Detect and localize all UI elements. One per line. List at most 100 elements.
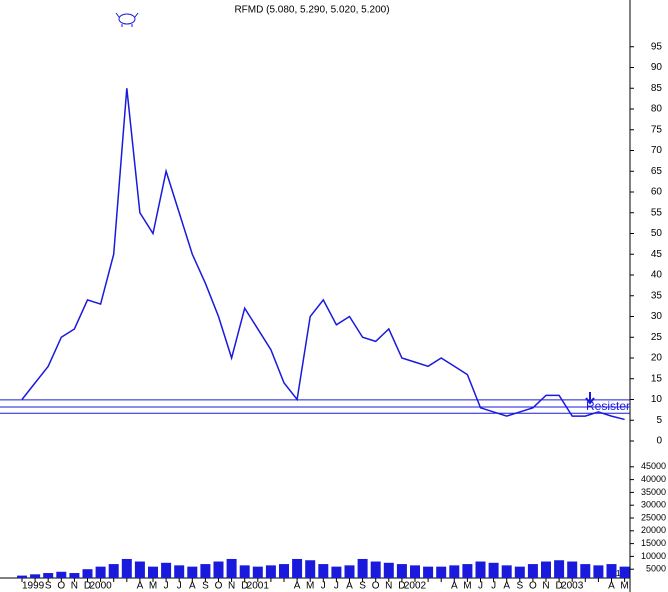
volume-tick-label: 20000 bbox=[641, 525, 666, 535]
volume-bar bbox=[357, 558, 368, 578]
x-tick-label: J bbox=[491, 581, 496, 592]
volume-bar bbox=[383, 562, 394, 578]
chart-title: RFMD (5.080, 5.290, 5.020, 5.200) bbox=[234, 5, 389, 16]
volume-bar bbox=[134, 561, 145, 578]
volume-bar bbox=[593, 565, 604, 578]
volume-bar bbox=[554, 560, 565, 578]
x-tick-label: D bbox=[555, 581, 562, 592]
y-tick-label: 30 bbox=[651, 311, 663, 322]
volume-bar bbox=[318, 564, 329, 578]
volume-bar bbox=[56, 571, 67, 578]
x-tick-label: J bbox=[177, 581, 182, 592]
x-tick-label: M bbox=[149, 581, 157, 592]
x-tick-label: S bbox=[45, 581, 52, 592]
volume-bar bbox=[344, 565, 355, 578]
volume-bar bbox=[436, 566, 447, 578]
volume-bar bbox=[43, 573, 54, 578]
y-tick-label: 20 bbox=[651, 353, 663, 364]
level-label: Resister bbox=[586, 399, 630, 413]
y-tick-label: 80 bbox=[651, 104, 663, 115]
x-tick-label: N bbox=[228, 581, 235, 592]
volume-bar bbox=[449, 565, 460, 578]
volume-tick-label: 40000 bbox=[641, 474, 666, 484]
volume-bar bbox=[292, 558, 303, 578]
y-tick-label: 45 bbox=[651, 249, 663, 260]
volume-unit: x10 bbox=[612, 569, 625, 578]
volume-bar bbox=[17, 575, 27, 578]
x-tick-label: 2002 bbox=[404, 581, 427, 592]
x-tick-label: J bbox=[334, 581, 339, 592]
bull-icon bbox=[115, 12, 139, 27]
y-tick-label: 5 bbox=[656, 415, 662, 426]
x-tick-label: 1999 bbox=[22, 581, 45, 592]
y-tick-label: 70 bbox=[651, 145, 663, 156]
volume-bar bbox=[239, 565, 250, 578]
volume-bar bbox=[541, 561, 551, 578]
volume-bar bbox=[488, 562, 499, 578]
volume-bar bbox=[69, 573, 80, 578]
x-tick-label: A bbox=[451, 581, 458, 592]
x-tick-label: S bbox=[359, 581, 366, 592]
x-tick-label: A bbox=[346, 581, 353, 592]
volume-bar bbox=[95, 566, 106, 578]
x-tick-label: S bbox=[202, 581, 209, 592]
volume-bar bbox=[396, 564, 407, 578]
volume-tick-label: 45000 bbox=[641, 461, 666, 471]
volume-bar bbox=[501, 565, 512, 578]
y-tick-label: 50 bbox=[651, 228, 663, 239]
y-tick-label: 0 bbox=[656, 436, 662, 447]
x-tick-label: 2001 bbox=[247, 581, 270, 592]
volume-bar bbox=[174, 565, 185, 578]
volume-tick-label: 30000 bbox=[641, 500, 666, 510]
volume-bar bbox=[213, 561, 224, 578]
volume-bar bbox=[475, 561, 486, 578]
volume-bar bbox=[305, 560, 316, 578]
y-tick-label: 40 bbox=[651, 270, 663, 281]
volume-bar bbox=[108, 564, 119, 578]
y-tick-label: 95 bbox=[651, 41, 663, 52]
x-tick-label: A bbox=[503, 581, 510, 592]
y-tick-label: 85 bbox=[651, 83, 663, 94]
volume-bar bbox=[226, 558, 237, 578]
volume-tick-label: 10000 bbox=[641, 551, 666, 561]
y-tick-label: 75 bbox=[651, 124, 663, 135]
volume-bar bbox=[148, 566, 158, 578]
volume-bar bbox=[279, 564, 289, 578]
x-tick-label: O bbox=[372, 581, 380, 592]
volume-bar bbox=[30, 574, 41, 578]
x-tick-label: D bbox=[241, 581, 248, 592]
volume-bar bbox=[265, 565, 276, 578]
x-tick-label: O bbox=[215, 581, 223, 592]
x-tick-label: J bbox=[321, 581, 326, 592]
volume-bar bbox=[567, 561, 578, 578]
volume-bar bbox=[331, 566, 342, 578]
x-tick-label: 2000 bbox=[89, 581, 112, 592]
x-tick-label: A bbox=[137, 581, 144, 592]
x-tick-label: S bbox=[516, 581, 523, 592]
x-tick-label: A bbox=[608, 581, 615, 592]
volume-tick-label: 35000 bbox=[641, 487, 666, 497]
volume-bar bbox=[606, 564, 617, 578]
x-tick-label: J bbox=[164, 581, 169, 592]
volume-bar bbox=[121, 558, 132, 578]
volume-bar bbox=[410, 565, 420, 578]
x-tick-label: N bbox=[542, 581, 549, 592]
volume-bar bbox=[82, 569, 93, 578]
x-tick-label: N bbox=[385, 581, 392, 592]
volume-tick-label: 15000 bbox=[641, 538, 666, 548]
y-tick-label: 15 bbox=[651, 373, 663, 384]
x-tick-label: D bbox=[398, 581, 405, 592]
y-tick-label: 90 bbox=[651, 62, 663, 73]
volume-tick-label: 25000 bbox=[641, 512, 666, 522]
x-tick-label: 2003 bbox=[561, 581, 584, 592]
x-tick-label: A bbox=[189, 581, 196, 592]
volume-bar bbox=[514, 566, 525, 578]
x-tick-label: M bbox=[306, 581, 314, 592]
y-tick-label: 60 bbox=[651, 187, 663, 198]
volume-bar bbox=[161, 562, 172, 578]
x-tick-label: O bbox=[57, 581, 65, 592]
x-tick-label: A bbox=[294, 581, 301, 592]
volume-bar bbox=[252, 566, 263, 578]
